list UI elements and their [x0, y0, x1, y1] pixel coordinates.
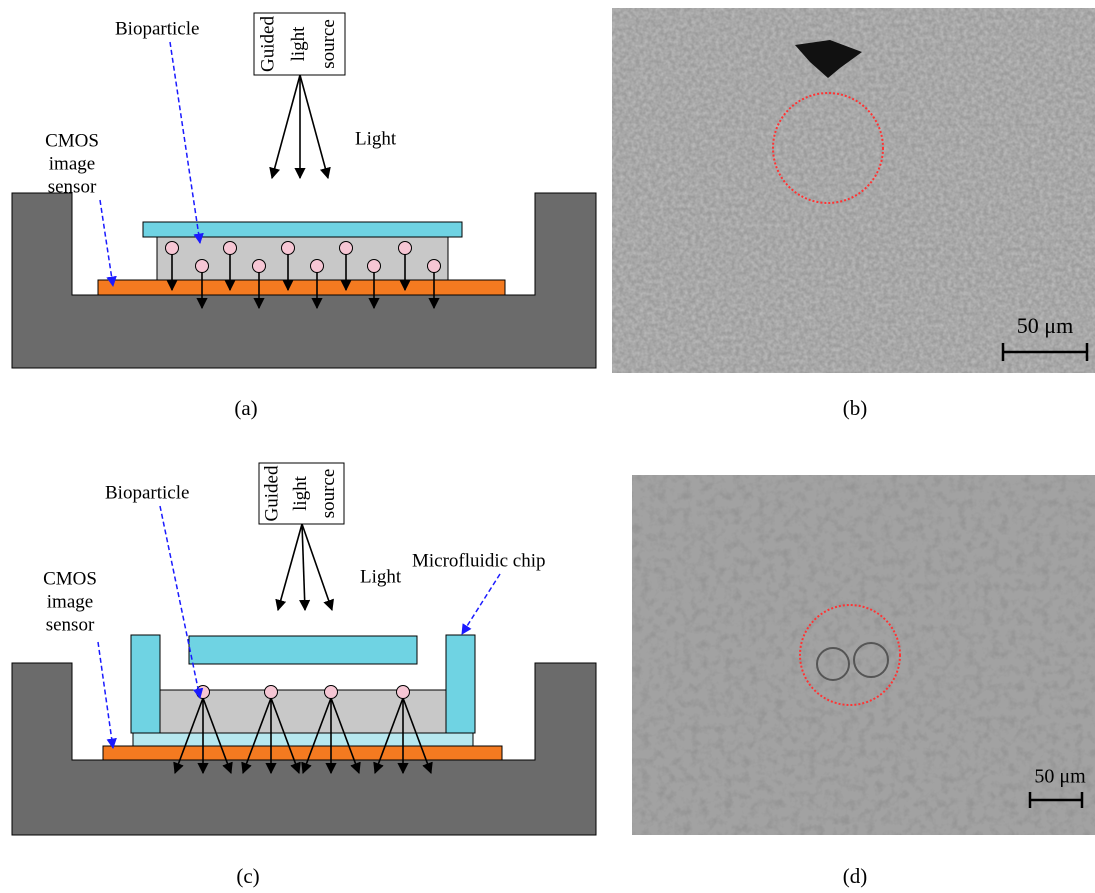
caption: (b) [843, 396, 868, 420]
sensor-label: image [49, 153, 95, 174]
bioparticle [340, 242, 353, 255]
scale-bar-label: 50 μm [1017, 313, 1073, 338]
arrow [278, 524, 302, 610]
pointer-arrow [98, 642, 113, 748]
bioparticle [428, 260, 441, 273]
arrow [272, 75, 300, 178]
pointer-arrow [462, 574, 500, 634]
light-label: Light [360, 566, 402, 587]
light-source-label: light [288, 26, 309, 62]
sensor-label: sensor [48, 176, 97, 197]
chip-label: Microfluidic chip [412, 550, 546, 571]
micrograph-texture [632, 475, 1095, 835]
pointer-arrow [100, 200, 113, 286]
chip-wall-left [131, 635, 160, 733]
scale-bar-label: 50 μm [1034, 766, 1086, 788]
sensor-chip [98, 280, 505, 295]
bioparticle [311, 260, 324, 273]
pointer-arrow [170, 42, 200, 243]
sensor-label: CMOS [43, 568, 97, 589]
sensor-label: sensor [46, 614, 95, 635]
sensor-chip [103, 746, 502, 760]
base-layer [133, 733, 473, 746]
caption: (a) [234, 396, 257, 420]
chip-cover [189, 636, 417, 664]
caption: (d) [843, 864, 868, 888]
bioparticle [399, 242, 412, 255]
sensor-label: image [47, 591, 93, 612]
bioparticle [397, 686, 410, 699]
arrow [302, 524, 332, 610]
caption: (c) [236, 864, 259, 888]
bioparticle [253, 260, 266, 273]
light-source-label: Guided [262, 465, 283, 521]
arrow [302, 524, 305, 610]
light-label: Light [355, 128, 397, 149]
light-source-label: source [318, 469, 339, 519]
bioparticle [196, 260, 209, 273]
bioparticle [282, 242, 295, 255]
bioparticle-label: Bioparticle [105, 482, 189, 503]
light-source-label: light [290, 475, 311, 511]
cover-glass [143, 222, 462, 237]
bioparticle-label: Bioparticle [115, 18, 199, 39]
light-source-label: Guided [258, 16, 279, 72]
bioparticle [224, 242, 237, 255]
arrow [300, 75, 328, 178]
pointer-arrow [160, 506, 200, 698]
bioparticle [265, 686, 278, 699]
bioparticle [368, 260, 381, 273]
bioparticle [166, 242, 179, 255]
bioparticle [325, 686, 338, 699]
light-source-label: source [318, 19, 339, 69]
chip-wall-right [446, 635, 475, 733]
sensor-label: CMOS [45, 130, 99, 151]
figure: GuidedlightsourceLightBioparticleCMOSima… [0, 0, 1095, 893]
